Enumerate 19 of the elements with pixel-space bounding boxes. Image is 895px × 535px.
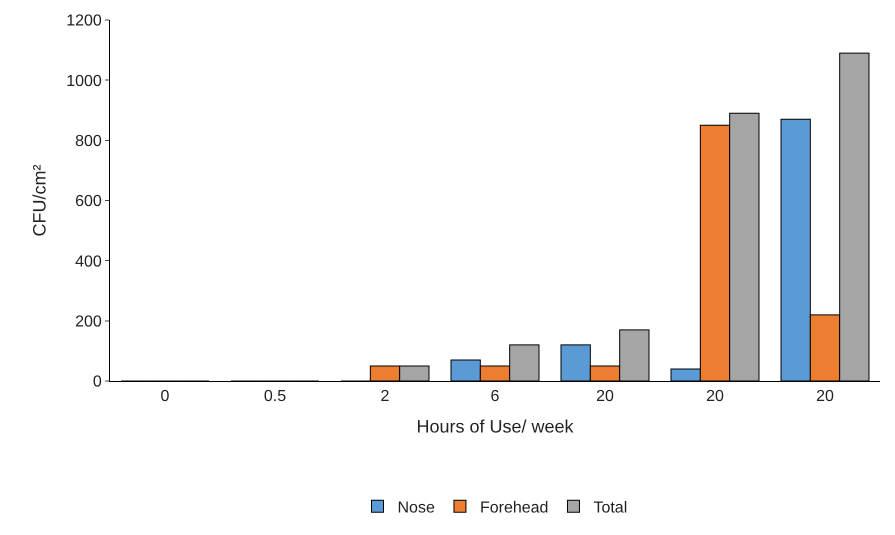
y-tick-label: 1200 (66, 12, 102, 30)
x-axis-title: Hours of Use/ week (416, 416, 575, 436)
x-tick-label: 20 (816, 388, 834, 406)
x-tick-label: 0 (160, 388, 170, 406)
x-tick-label: 2 (380, 388, 390, 406)
legend-label: Total (593, 499, 628, 516)
y-axis-title: CFU/cm² (29, 164, 50, 236)
x-tick-label: 0.5 (264, 388, 286, 406)
y-tick-label: 1000 (66, 72, 102, 90)
legend-label: Forehead (480, 499, 548, 516)
y-tick-label: 400 (75, 253, 102, 270)
legend-label: Nose (398, 499, 435, 516)
x-tick-label: 6 (490, 388, 500, 406)
y-tick-label: 200 (75, 313, 102, 330)
y-tick-label: 0 (92, 374, 102, 391)
y-tick-label: 600 (75, 193, 102, 210)
x-tick-label: 20 (596, 388, 614, 406)
y-tick-label: 800 (75, 132, 102, 150)
x-tick-label: 20 (706, 388, 724, 406)
